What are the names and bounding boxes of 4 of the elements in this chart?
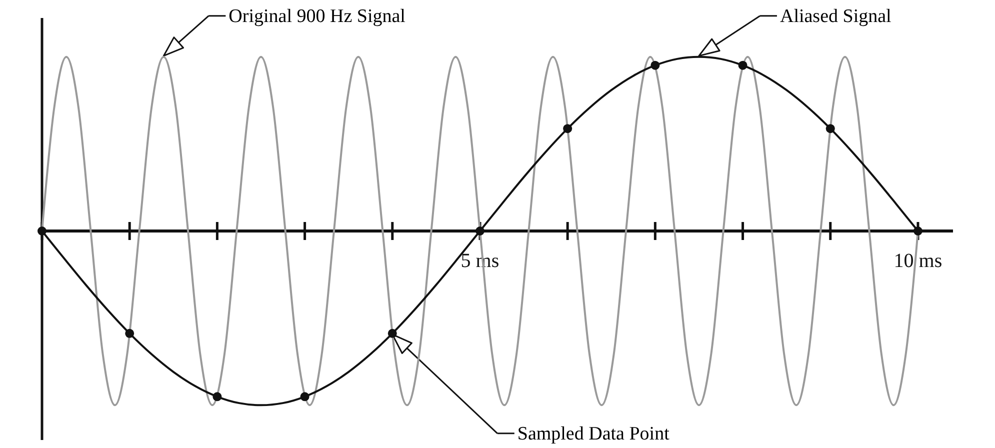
- annotation: Sampled Data Point: [517, 423, 670, 444]
- annotation: Original 900 Hz Signal: [228, 6, 406, 27]
- x-tick-label: 10 ms: [894, 250, 942, 272]
- annotation: Aliased Signal: [780, 6, 892, 27]
